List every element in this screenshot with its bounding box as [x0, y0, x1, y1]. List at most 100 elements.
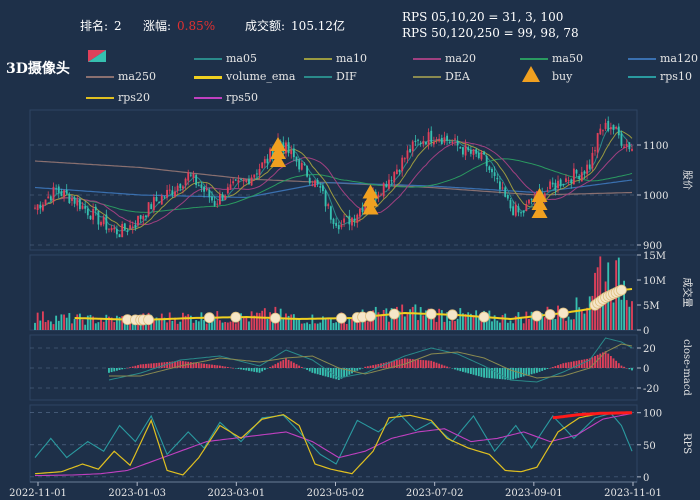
volume-bar — [467, 312, 470, 330]
macd-histogram-bar — [390, 361, 393, 368]
macd-histogram-bar — [432, 361, 435, 368]
volume-bar — [184, 315, 187, 330]
candle-body — [501, 187, 504, 189]
candle-body — [382, 183, 385, 197]
volume-bar — [213, 316, 216, 330]
candle-body — [329, 206, 332, 220]
candle-body — [340, 224, 343, 228]
candle-body — [253, 174, 256, 178]
volume-bar — [250, 311, 253, 330]
macd-histogram-bar — [134, 365, 137, 368]
volume-bar — [448, 320, 451, 330]
volume-bar — [118, 316, 121, 330]
candle-body — [182, 186, 184, 189]
candle-body — [586, 164, 589, 174]
candle-body — [113, 227, 116, 230]
macd-histogram-bar — [324, 368, 327, 377]
macd-histogram-bar — [565, 362, 567, 368]
candle-body — [192, 173, 195, 178]
candle-body — [171, 190, 174, 196]
macd-histogram-bar — [237, 368, 240, 369]
volume-bar — [477, 315, 480, 330]
macd-histogram-bar — [300, 367, 303, 368]
volume-bar — [604, 281, 607, 330]
candle-body — [110, 228, 113, 231]
macd-histogram-bar — [295, 364, 298, 368]
volume-bar — [329, 318, 332, 330]
volume-bar — [332, 323, 335, 330]
candle-body — [298, 159, 301, 170]
volume-bar — [469, 313, 472, 330]
candle-body — [417, 139, 419, 141]
macd-histogram-bar — [372, 365, 375, 368]
volume-ema-marker — [203, 312, 215, 324]
macd-histogram-bar — [366, 366, 369, 368]
candle-body — [411, 141, 414, 152]
candle-body — [427, 132, 430, 146]
volume-bar — [498, 322, 501, 330]
volume-bar — [530, 311, 533, 330]
volume-bar — [388, 321, 390, 330]
volume-bar — [253, 315, 256, 330]
candle-body — [203, 186, 205, 192]
volume-bar — [78, 313, 81, 330]
volume-bar — [195, 320, 198, 330]
volume-bar — [374, 306, 377, 330]
volume-bar — [588, 296, 591, 330]
volume-bar — [324, 317, 327, 330]
volume-bar — [401, 304, 404, 330]
volume-bar — [451, 319, 454, 330]
macd-histogram-bar — [142, 364, 145, 368]
candle-body — [388, 179, 390, 189]
candle-body — [97, 210, 100, 225]
volume-bar — [435, 321, 438, 330]
candle-body — [430, 130, 433, 143]
candle-body — [446, 135, 449, 141]
volume-bar — [47, 320, 50, 330]
volume-ema-marker — [336, 312, 347, 324]
macd-histogram-bar — [472, 368, 475, 375]
candle-body — [393, 171, 396, 182]
macd-histogram-bar — [596, 354, 599, 368]
candle-body — [451, 141, 454, 144]
macd-histogram-bar — [535, 368, 538, 373]
macd-histogram-bar — [588, 358, 591, 368]
candle-body — [121, 224, 124, 238]
macd-histogram-bar — [388, 361, 390, 368]
volume-bar — [290, 314, 293, 330]
macd-histogram-bar — [459, 368, 462, 372]
volume-bar — [208, 319, 211, 330]
candle-body — [543, 193, 546, 201]
macd-histogram-bar — [316, 368, 319, 375]
candle-body — [432, 141, 435, 145]
volume-bar — [145, 322, 147, 330]
rps-long-line: RPS 50,120,250 = 99, 98, 78 — [402, 26, 579, 40]
volume-bar — [245, 317, 248, 330]
volume-bar — [197, 321, 200, 330]
volume-bar — [411, 306, 414, 330]
volume-bar — [353, 315, 356, 330]
macd-histogram-bar — [110, 368, 113, 373]
volume-bar — [34, 322, 36, 330]
macd-histogram-bar — [218, 365, 221, 368]
macd-histogram-bar — [578, 360, 581, 368]
volume-bar — [316, 323, 319, 330]
volume-bar — [512, 323, 515, 330]
candle-body — [179, 183, 182, 189]
macd-histogram-bar — [491, 368, 493, 379]
candle-body — [419, 142, 422, 144]
volume-bar — [549, 318, 552, 330]
candle-body — [324, 190, 327, 207]
volume-bar — [113, 322, 116, 330]
candle-body — [234, 179, 237, 181]
volume-bar — [174, 317, 176, 330]
legend-rps20: rps20 — [86, 91, 150, 104]
volume-bar — [456, 318, 459, 330]
macd-histogram-bar — [528, 368, 530, 375]
macd-histogram-bar — [546, 368, 549, 369]
candle-body — [398, 169, 401, 172]
volume-bar — [509, 320, 512, 330]
volume-bar — [612, 302, 615, 330]
volume-bar — [229, 321, 232, 330]
candle-body — [255, 173, 258, 175]
